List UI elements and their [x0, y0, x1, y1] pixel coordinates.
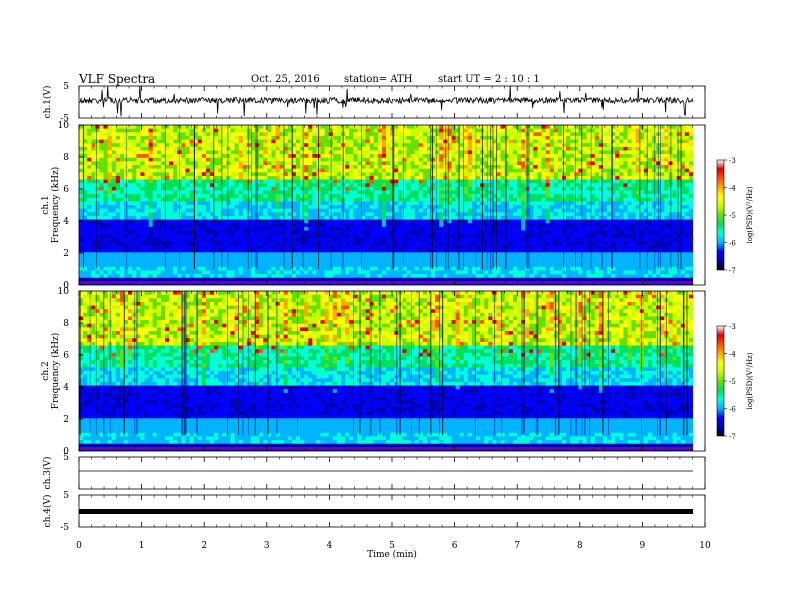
ch1-colorbar-label--6: -6: [729, 240, 736, 248]
ch4-ytick-top: 5: [63, 491, 69, 501]
ch4-waveform-band: [79, 509, 693, 514]
time-tick-label-2: 2: [201, 541, 207, 551]
ch1-colorbar: -3 -4 -5 -6 -7 log(PSD)(V²/Hz): [716, 157, 754, 275]
ch1-frequency-ticks: 0 2 4 6 8 10: [58, 121, 83, 291]
ch1-ytick-label-2: 2: [63, 249, 69, 259]
ch3-waveform-ylabel: ch.3(V): [42, 457, 53, 490]
ch2-ytick-label-10: 10: [58, 287, 70, 297]
time-tick-label-8: 8: [577, 541, 583, 551]
ch1-colorbar-label--4: -4: [729, 185, 736, 193]
ch1-colorbar-gradient: [716, 159, 725, 271]
ch2-colorbar: -3 -4 -5 -6 -7 log(PSD)(V²/Hz): [716, 323, 754, 441]
ch1-ytick-label-0: 0: [63, 281, 69, 291]
ch1-ytick-label-4: 4: [63, 217, 69, 227]
chart-title: VLF Spectra: [79, 72, 156, 86]
ch2-colorbar-label--6: -6: [729, 406, 736, 414]
ch1-colorbar-label--3: -3: [729, 157, 736, 165]
ch2-colorbar-label--4: -4: [729, 351, 736, 359]
ch3-ytick-top: 5: [63, 453, 69, 463]
time-tick-label-6: 6: [452, 541, 458, 551]
ch1-ytick-label-10: 10: [58, 121, 70, 131]
ch1-ytick-label-6: 6: [63, 185, 69, 195]
ch2-ytick-label-2: 2: [63, 415, 69, 425]
ch2-spectrogram-panel: 0 2 4 6 8 10 ch.2 Frequency (kHz) -3 -4 -5 -6 -7 l…: [41, 287, 754, 457]
ch2-colorbar-label--3: -3: [729, 323, 736, 331]
time-tick-label-0: 0: [76, 541, 82, 551]
ch2-frequency-ylabel: Frequency (kHz): [50, 333, 61, 410]
ch1-frequency-ylabel: Frequency (kHz): [50, 167, 61, 244]
ch2-colorbar-gradient: [716, 325, 725, 437]
ch2-ytick-label-0: 0: [63, 447, 69, 457]
time-tick-label-5: 5: [389, 541, 395, 551]
ch1-colorbar-label--7: -7: [729, 267, 736, 275]
time-tick-label-3: 3: [264, 541, 270, 551]
time-tick-label-9: 9: [640, 541, 646, 551]
ch2-channel-label: ch.2: [41, 361, 51, 380]
ch2-ytick-label-4: 4: [63, 383, 69, 393]
ch1-ytick-label-8: 8: [63, 153, 69, 163]
ch1-colorbar-title: log(PSD)(V²/Hz): [746, 186, 754, 243]
time-tick-labels: 0 1 2 3 4 5 6 7 8 9 10: [76, 541, 711, 551]
ch2-colorbar-title: log(PSD)(V²/Hz): [746, 352, 754, 409]
station-label: station= ATH: [344, 74, 413, 85]
ch1-spectrogram-panel: 0 2 4 6 8 10 ch.1 Frequency (kHz) -3 -4 -5 -6 -7 l…: [41, 121, 754, 291]
time-tick-label-1: 1: [139, 541, 145, 551]
ch1-spectrogram-image: [79, 125, 705, 285]
ch1-waveform-line: [79, 86, 694, 117]
ch1-ytick-bottom: -5: [60, 114, 69, 124]
time-axis-label: Time (min): [367, 549, 417, 560]
ch4-ytick-bottom: -5: [60, 523, 69, 533]
ch1-ytick-top: 5: [63, 82, 69, 92]
ch4-waveform-ylabel: ch.4(V): [42, 495, 53, 528]
time-tick-label-10: 10: [699, 541, 711, 551]
ch1-channel-label: ch.1: [41, 195, 51, 214]
ch2-colorbar-label--7: -7: [729, 433, 736, 441]
date-label: Oct. 25, 2016: [251, 74, 320, 85]
ch2-colorbar-label--5: -5: [729, 378, 736, 386]
ch2-ytick-label-8: 8: [63, 319, 69, 329]
time-tick-label-7: 7: [514, 541, 520, 551]
time-tick-label-4: 4: [327, 541, 333, 551]
ch1-colorbar-label--5: -5: [729, 212, 736, 220]
ch2-frequency-ticks: 0 2 4 6 8 10: [58, 287, 83, 457]
ch2-spectrogram-image: [79, 291, 705, 451]
ch2-ytick-label-6: 6: [63, 351, 69, 361]
time-ticks: [78, 86, 706, 527]
start-time-label: start UT = 2 : 10 : 1: [438, 74, 540, 85]
ch1-waveform-ylabel: ch.1(V): [42, 86, 53, 119]
